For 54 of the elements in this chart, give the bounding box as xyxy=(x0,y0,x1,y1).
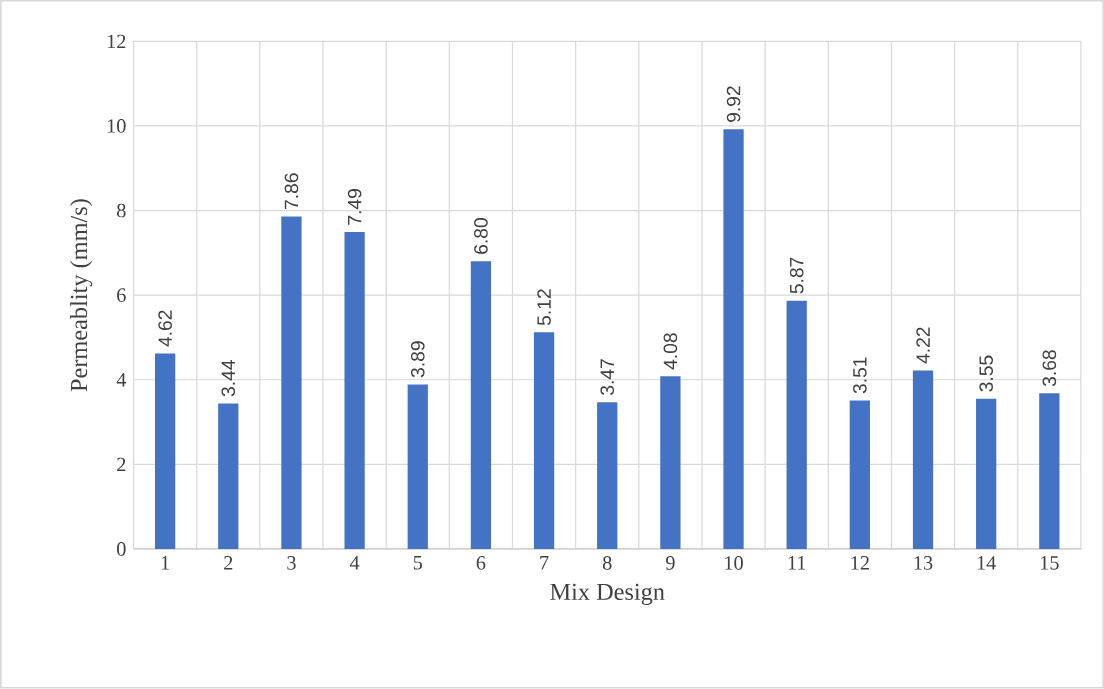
x-tick-label: 3 xyxy=(287,556,296,570)
x-axis-title: Mix Design xyxy=(550,583,665,606)
x-tick-label: 11 xyxy=(788,556,806,570)
y-tick-label: 0 xyxy=(117,542,126,556)
data-label: 9.92 xyxy=(726,86,741,123)
data-label: 7.49 xyxy=(347,189,362,225)
x-tick-label: 9 xyxy=(665,556,675,570)
data-label: 3.68 xyxy=(1042,350,1057,387)
bar xyxy=(912,370,934,550)
x-tick-label: 6 xyxy=(476,556,486,570)
bar xyxy=(786,300,807,550)
x-tick-label: 14 xyxy=(977,556,996,570)
data-label: 3.44 xyxy=(221,360,236,397)
data-label: 3.47 xyxy=(600,359,615,396)
bar xyxy=(344,232,365,550)
x-tick-label: 1 xyxy=(161,556,169,570)
bar xyxy=(407,384,428,550)
bar xyxy=(1039,393,1060,550)
bar xyxy=(470,261,492,550)
data-label: 3.55 xyxy=(979,355,993,392)
x-tick-label: 10 xyxy=(725,556,743,570)
data-label: 4.08 xyxy=(663,333,678,370)
bar xyxy=(723,129,744,550)
bar xyxy=(976,398,997,550)
bar xyxy=(155,353,176,550)
y-tick-label: 8 xyxy=(117,203,126,218)
data-label: 7.86 xyxy=(284,173,299,210)
x-tick-label: 5 xyxy=(413,556,423,570)
bar xyxy=(849,400,870,550)
x-tick-label: 12 xyxy=(851,556,869,570)
x-tick-label: 4 xyxy=(349,556,360,570)
bar xyxy=(281,216,302,550)
y-tick-label: 10 xyxy=(107,119,126,133)
data-label: 5.12 xyxy=(537,289,551,326)
data-label: 3.51 xyxy=(853,357,867,394)
y-tick-label: 12 xyxy=(107,34,126,49)
x-tick-label: 2 xyxy=(224,556,233,570)
y-tick-label: 6 xyxy=(117,288,126,303)
data-label: 5.87 xyxy=(789,257,804,294)
y-tick-label: 4 xyxy=(116,373,127,387)
data-label: 4.22 xyxy=(916,327,930,364)
x-tick-label: 7 xyxy=(540,556,549,570)
x-tick-label: 15 xyxy=(1040,556,1059,570)
data-label: 4.62 xyxy=(158,310,172,347)
bar xyxy=(533,332,555,550)
bar xyxy=(218,403,239,550)
bar xyxy=(597,402,618,550)
data-label: 6.80 xyxy=(474,218,488,255)
x-tick-label: 13 xyxy=(914,556,933,570)
y-axis-title: Permeablity (mm/s) xyxy=(70,199,93,392)
bar xyxy=(660,376,681,550)
y-tick-label: 2 xyxy=(117,457,126,472)
data-label: 3.89 xyxy=(410,341,425,378)
x-tick-label: 8 xyxy=(602,556,612,570)
